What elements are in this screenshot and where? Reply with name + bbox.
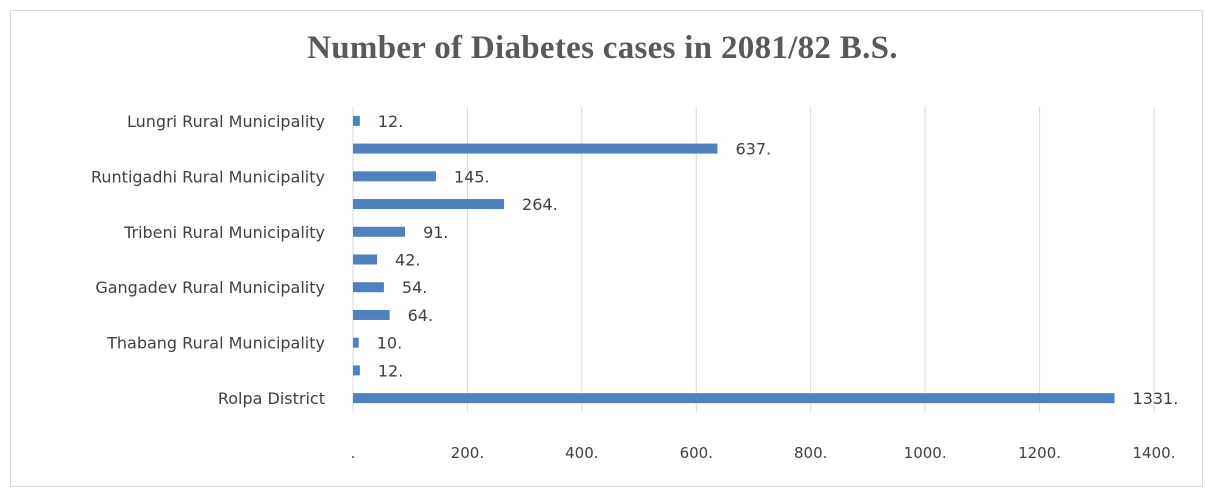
data-label: 12. (378, 112, 403, 131)
data-label: 12. (378, 361, 403, 380)
x-tick-label: 200. (451, 444, 484, 462)
category-label: Gangadev Rural Municipality (95, 278, 325, 297)
data-label: 637. (735, 140, 771, 159)
chart-title: Number of Diabetes cases in 2081/82 B.S. (307, 30, 898, 66)
data-label: 64. (408, 306, 433, 325)
data-label: 145. (454, 167, 490, 186)
data-label: 264. (522, 195, 558, 214)
data-label: 1331. (1133, 389, 1179, 408)
x-tick-label: 1000. (904, 444, 947, 462)
data-label: 91. (423, 223, 448, 242)
category-label: Thabang Rural Municipality (106, 334, 325, 353)
data-label: 42. (395, 251, 420, 270)
category-label: Tribeni Rural Municipality (123, 223, 325, 242)
x-tick-label: 400. (565, 444, 598, 462)
bar (353, 365, 360, 376)
x-tick-label: 1200. (1018, 444, 1061, 462)
data-label: 10. (377, 334, 402, 353)
x-tick-label: 600. (680, 444, 713, 462)
chart-frame (10, 10, 1203, 487)
category-label: Runtigadhi Rural Municipality (91, 167, 325, 186)
x-tick-label: 800. (794, 444, 827, 462)
bar (353, 171, 436, 182)
bar (353, 226, 406, 237)
x-tick-label: . (351, 444, 356, 462)
bar (353, 282, 384, 293)
bar (353, 254, 378, 265)
category-label: Lungri Rural Municipality (127, 112, 325, 131)
bar (353, 337, 359, 348)
bar (353, 199, 505, 210)
category-label: Rolpa District (218, 389, 325, 408)
bar (353, 115, 360, 126)
bar (353, 393, 1115, 404)
x-tick-label: 1400. (1133, 444, 1176, 462)
data-label: 54. (402, 278, 427, 297)
bar (353, 309, 390, 320)
bar (353, 143, 718, 154)
